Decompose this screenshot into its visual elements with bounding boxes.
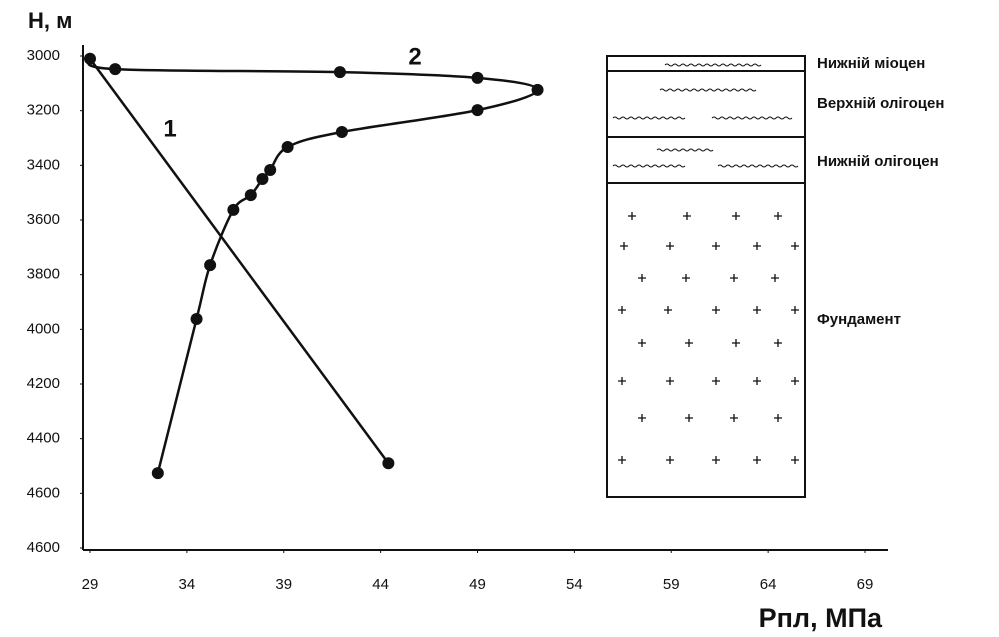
strata-column (606, 55, 806, 498)
data-point (471, 104, 484, 117)
y-tick-label: 3000 (27, 47, 60, 64)
plus-symbol (685, 414, 693, 422)
plus-symbol (638, 414, 646, 422)
y-tick-label: 3400 (27, 156, 60, 173)
plus-symbol (753, 242, 761, 250)
plus-symbol (618, 377, 626, 385)
plus-symbol (618, 456, 626, 464)
plus-symbol (628, 212, 636, 220)
plus-symbol (712, 306, 720, 314)
plus-symbol (732, 339, 740, 347)
plus-symbol (664, 306, 672, 314)
y-tick-label: 4600 (27, 539, 60, 556)
strata-label: Верхній олігоцен (817, 95, 944, 112)
plus-symbol (666, 456, 674, 464)
strata-label: Нижній міоцен (817, 55, 925, 72)
plus-symbol (712, 456, 720, 464)
x-tick-label: 54 (566, 576, 583, 593)
series-line (88, 57, 390, 465)
data-point (204, 259, 217, 272)
plus-symbol (666, 242, 674, 250)
data-point (151, 467, 164, 480)
plus-symbol (791, 306, 799, 314)
plus-symbol (620, 242, 628, 250)
data-point (256, 173, 269, 185)
y-tick-label: 3600 (27, 211, 60, 228)
y-tick-label: 4200 (27, 375, 60, 392)
data-point (264, 163, 277, 176)
plus-symbol (712, 242, 720, 250)
x-tick-label: 29 (82, 576, 99, 593)
strata-label: Нижній олігоцен (817, 153, 939, 170)
data-point (333, 66, 346, 79)
data-point (109, 63, 122, 76)
plus-symbol (730, 274, 738, 282)
data-point (531, 83, 544, 96)
plus-symbol (753, 306, 761, 314)
x-tick-label: 39 (275, 576, 292, 593)
plus-symbol (638, 274, 646, 282)
data-point (190, 312, 203, 325)
plus-symbol (791, 456, 799, 464)
plus-symbol (712, 377, 720, 385)
y-axis-title: Н, м (28, 8, 72, 33)
plus-symbol (666, 377, 674, 385)
wave-symbol (659, 88, 757, 92)
x-tick-label: 44 (372, 576, 389, 593)
y-tick-label: 4400 (27, 430, 60, 447)
wave-symbol (717, 164, 799, 168)
data-point (227, 203, 240, 216)
data-point (84, 52, 96, 65)
x-axis-title: Рпл, МПа (759, 603, 883, 633)
data-point (471, 71, 484, 84)
series-label: 2 (408, 43, 421, 70)
data-point (281, 141, 294, 154)
y-tick-label: 3200 (27, 102, 60, 119)
data-point (244, 189, 257, 202)
wave-symbol (664, 63, 762, 67)
plus-symbol (732, 212, 740, 220)
data-point (382, 457, 395, 470)
plus-symbol (753, 377, 761, 385)
plus-symbol (683, 212, 691, 220)
data-point (335, 125, 348, 138)
x-tick-label: 49 (469, 576, 486, 593)
x-tick-label: 69 (857, 576, 874, 593)
x-tick-label: 59 (663, 576, 680, 593)
series-label: 1 (163, 115, 176, 142)
plus-symbol (685, 339, 693, 347)
y-tick-label: 4000 (27, 320, 60, 337)
plus-symbol (774, 339, 782, 347)
wave-symbol (612, 116, 686, 120)
plus-symbol (774, 414, 782, 422)
plus-symbol (682, 274, 690, 282)
y-tick-label: 3800 (27, 266, 60, 283)
wave-symbol (656, 148, 714, 152)
plus-symbol (774, 212, 782, 220)
strata-label: Фундамент (817, 311, 901, 328)
plus-symbol (638, 339, 646, 347)
plus-symbol (791, 242, 799, 250)
x-tick-label: 64 (760, 576, 777, 593)
series-line (87, 57, 539, 474)
plus-symbol (753, 456, 761, 464)
x-tick-label: 34 (179, 576, 196, 593)
plus-symbol (771, 274, 779, 282)
plus-symbol (791, 377, 799, 385)
plus-symbol (730, 414, 738, 422)
plus-symbol (618, 306, 626, 314)
wave-symbol (612, 164, 686, 168)
y-tick-label: 4600 (27, 484, 60, 501)
wave-symbol (711, 116, 793, 120)
